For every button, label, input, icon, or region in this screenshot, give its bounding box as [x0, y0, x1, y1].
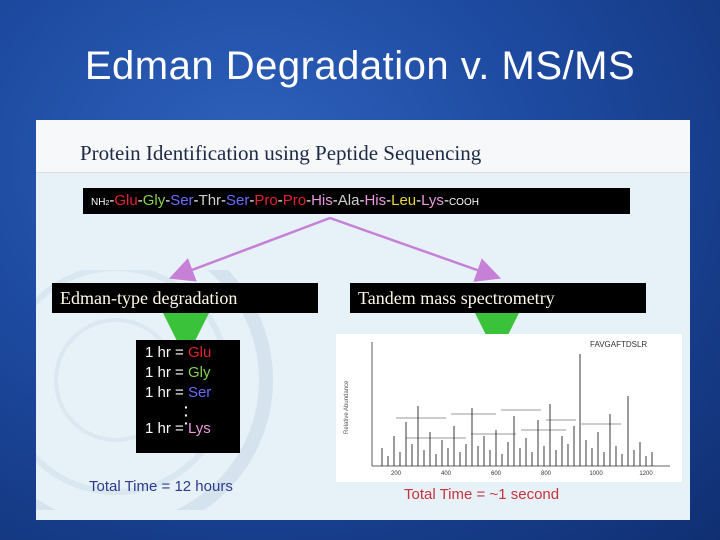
arrow-to-msms-icon: [329, 216, 502, 282]
sequence-dash: -: [332, 192, 338, 209]
sequence-dash: -: [221, 192, 227, 209]
spectrum-ylabel: Relative Abundance: [344, 380, 350, 434]
last-row-time: 1 hr: [145, 420, 171, 437]
sequence-residue: His: [364, 192, 387, 209]
panel-header: Protein Identification using Peptide Seq…: [36, 120, 690, 173]
spectrum-x-tick: 200: [391, 471, 402, 477]
pathway-arrows: [161, 216, 522, 340]
last-row-eq: =: [175, 420, 184, 437]
sequence-residue: Lys: [421, 192, 444, 209]
row-eq: =: [175, 364, 188, 381]
sequence-suffix: COOH: [448, 197, 479, 208]
spectrum-x-tick: 1000: [589, 471, 603, 477]
edman-row: 1 hr = Glu: [136, 343, 240, 363]
peptide-sequence-bar: NH2-Glu-Gly-Ser-Thr-Ser-Pro-Pro-His-Ala-…: [83, 188, 630, 214]
edman-row: 1 hr = Ser: [136, 383, 240, 403]
sequence-dash: -: [443, 192, 449, 209]
sequence-dash: -: [249, 192, 255, 209]
row-residue: Glu: [187, 344, 212, 361]
sequence-dash: -: [165, 192, 171, 209]
spectrum-peptide-label: FAVGAFTDSLR: [590, 340, 647, 349]
sequence-residue: Pro: [254, 192, 278, 209]
sequence-dash: -: [109, 192, 115, 209]
spectrum-x-tick: 400: [441, 471, 452, 477]
sequence-residue: Glu: [114, 192, 138, 209]
ellipsis-dots: · · ·: [184, 399, 189, 431]
edman-label: Edman-type degradation: [52, 283, 318, 313]
sequence-residue: Leu: [391, 192, 417, 209]
edman-row: 1 hr = Gly: [136, 363, 240, 383]
sequence-residue: His: [311, 192, 333, 209]
sequence-prefix: NH: [91, 197, 106, 208]
sequence-residue: Ser: [170, 192, 194, 209]
msms-label: Tandem mass spectrometry: [350, 283, 646, 313]
spectrum-plot: FAVGAFTDSLR Relative Abundance 200 400 600…: [336, 334, 682, 482]
sequence-dash: -: [359, 192, 365, 209]
sequence-residue: Ser: [226, 192, 250, 209]
last-row-residue: Lys: [187, 420, 211, 437]
edman-last-row: 1 hr = Lys: [136, 419, 240, 439]
arrow-to-edman-icon: [168, 216, 331, 282]
panel-title: Protein Identification using Peptide Seq…: [80, 141, 482, 165]
edman-total-time: Total Time = 12 hours: [89, 478, 233, 495]
row-time: 1 hr: [145, 344, 176, 361]
row-residue: Gly: [187, 364, 211, 381]
row-eq: =: [175, 344, 188, 361]
sequence-dash: -: [386, 192, 392, 209]
row-residue: Ser: [187, 384, 212, 401]
row-time: 1 hr: [145, 384, 176, 401]
sequence-residues: -Glu-Gly-Ser-Thr-Ser-Pro-Pro-His-Ala-His…: [109, 192, 444, 209]
sequence-dash: -: [277, 192, 283, 209]
sequence-dash: -: [416, 192, 422, 209]
row-eq: =: [175, 384, 188, 401]
sequence-dash: -: [193, 192, 199, 209]
sequence-residue: Ala: [337, 192, 360, 209]
sequence-residue: Thr: [198, 192, 222, 209]
msms-spectrum-image: FAVGAFTDSLR Relative Abundance 200 400 600…: [336, 334, 682, 482]
msms-total-time: Total Time = ~1 second: [404, 486, 560, 503]
figure-panel: Protein Identification using Peptide Seq…: [36, 120, 690, 520]
spectrum-x-tick: 800: [541, 471, 552, 477]
slide-title: Edman Degradation v. MS/MS: [84, 44, 636, 88]
edman-time-box: 1 hr = Glu 1 hr = Gly 1 hr = Ser · · · 1 hr …: [136, 340, 240, 453]
edman-rows: 1 hr = Glu 1 hr = Gly 1 hr = Ser: [136, 343, 240, 403]
sequence-residue: Gly: [142, 192, 166, 209]
spectrum-x-tick: 600: [491, 471, 502, 477]
sequence-prefix-subscript: 2: [105, 200, 110, 207]
sequence-dash: -: [137, 192, 143, 209]
row-time: 1 hr: [145, 364, 176, 381]
spectrum-x-tick: 1200: [639, 471, 653, 477]
sequence-residue: Pro: [282, 192, 307, 209]
sequence-dash: -: [306, 192, 312, 209]
